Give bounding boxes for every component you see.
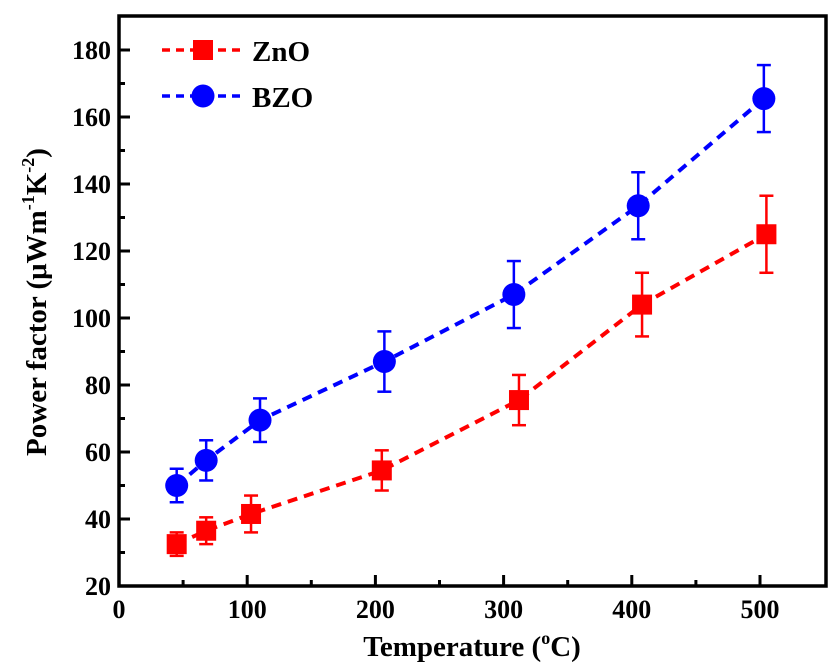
data-point-circle — [194, 448, 218, 472]
plot-frame — [117, 14, 828, 588]
legend-label: BZO — [252, 82, 313, 114]
x-tick-label: 300 — [484, 595, 523, 624]
y-tick-label: 180 — [72, 36, 111, 65]
data-point-circle — [248, 408, 272, 432]
data-point-square — [756, 224, 777, 245]
series-bzo — [165, 63, 776, 504]
y-axis-title: Power factor (μWm-1K-2) — [18, 148, 53, 456]
legend: ZnO BZO — [162, 36, 313, 114]
x-axis-title: Temperature (oC) — [363, 628, 581, 663]
legend-item-zno: ZnO — [162, 36, 310, 68]
x-tick-label: 100 — [228, 595, 267, 624]
axes: 0 100 200 300 400 500 20 40 60 80 100 120 140 160 180 — [72, 14, 828, 624]
x-tick-label: 400 — [612, 595, 651, 624]
y-tick-label: 140 — [72, 170, 111, 199]
legend-item-bzo: BZO — [162, 82, 313, 114]
data-point-circle — [165, 474, 189, 497]
data-point-square — [371, 460, 392, 481]
data-point-square — [166, 534, 187, 555]
legend-marker-square — [193, 40, 213, 60]
y-tick-label: 60 — [85, 438, 111, 467]
data-point-square — [241, 503, 262, 524]
y-tick-label: 40 — [85, 505, 111, 534]
data-point-square — [632, 294, 653, 315]
data-point-circle — [502, 283, 526, 307]
y-tick-label: 80 — [85, 371, 111, 400]
x-tick-label: 500 — [741, 595, 780, 624]
legend-marker-circle — [191, 84, 215, 108]
data-point-square — [508, 390, 529, 411]
y-tick-label: 20 — [85, 572, 111, 601]
series-line — [175, 232, 768, 546]
y-tick-label: 160 — [72, 103, 111, 132]
data-point-circle — [752, 87, 776, 111]
y-tick-label: 120 — [72, 237, 111, 266]
series-zno — [166, 194, 777, 558]
legend-label: ZnO — [252, 36, 310, 68]
y-tick-label: 100 — [72, 304, 111, 333]
x-tick-label: 200 — [356, 595, 395, 624]
data-point-square — [196, 520, 217, 541]
data-point-circle — [626, 194, 650, 218]
data-point-circle — [372, 350, 396, 374]
x-tick-label: 0 — [113, 595, 126, 624]
plot-area — [165, 63, 777, 558]
